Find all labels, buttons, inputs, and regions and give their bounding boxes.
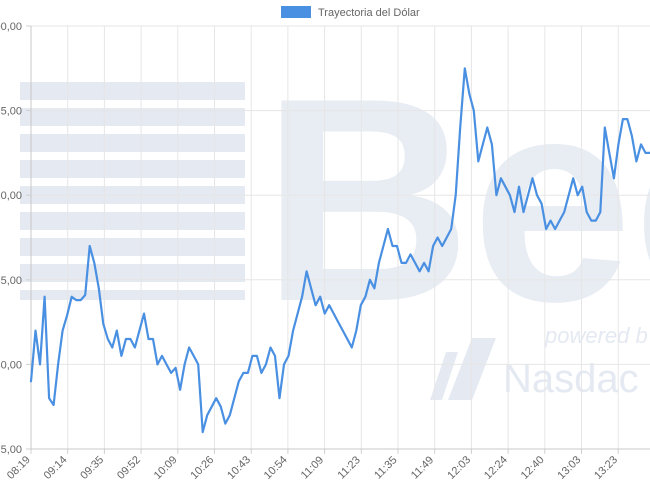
x-tick-label: 09:52	[115, 454, 143, 482]
x-tick-label: 11:49	[409, 454, 436, 481]
y-tick-label: 875,00	[0, 444, 22, 456]
x-tick-label: 13:23	[592, 454, 620, 482]
y-tick-label: 880,00	[0, 359, 22, 371]
x-tick-label: 10:26	[188, 454, 216, 482]
series-line-0	[29, 67, 650, 434]
x-tick-label: 11:23	[335, 454, 362, 481]
legend-swatch[interactable]	[281, 6, 311, 18]
y-tick-label: 900,00	[0, 21, 22, 33]
legend-label[interactable]: Trayectoria del Dólar	[318, 7, 420, 19]
y-tick-label: 890,00	[0, 190, 22, 202]
chart-legend[interactable]: Trayectoria del Dólar	[281, 6, 420, 19]
x-tick-label: 09:14	[42, 454, 70, 482]
y-tick-label: 885,00	[0, 275, 22, 287]
watermark-logo: Bec powered b Nasdac	[20, 38, 650, 401]
x-tick-label: 11:09	[299, 454, 326, 481]
watermark-powered: powered b	[544, 323, 648, 348]
x-tick-label: 12:24	[482, 454, 510, 482]
series-layer	[29, 67, 650, 434]
x-tick-label: 10:09	[152, 454, 180, 482]
x-tick-label: 12:03	[445, 454, 473, 482]
x-tick-label: 08:19	[5, 454, 33, 482]
x-tick-label: 09:35	[78, 454, 106, 482]
x-axis-ticks: 08:19 09:14 09:35 09:52 10:09 10:26 10:43 10:54…	[5, 454, 620, 482]
x-tick-label: 11:35	[372, 454, 399, 481]
y-axis-ticks: 875,00 880,00 885,00 890,00 895,00 900,00	[0, 21, 22, 456]
x-tick-label: 12:40	[519, 454, 547, 482]
x-tick-label: 10:54	[262, 454, 290, 482]
x-tick-label: 10:43	[225, 454, 253, 482]
watermark-stripes	[20, 82, 245, 300]
y-tick-label: 895,00	[0, 106, 22, 118]
x-tick-label: 13:03	[555, 454, 583, 482]
